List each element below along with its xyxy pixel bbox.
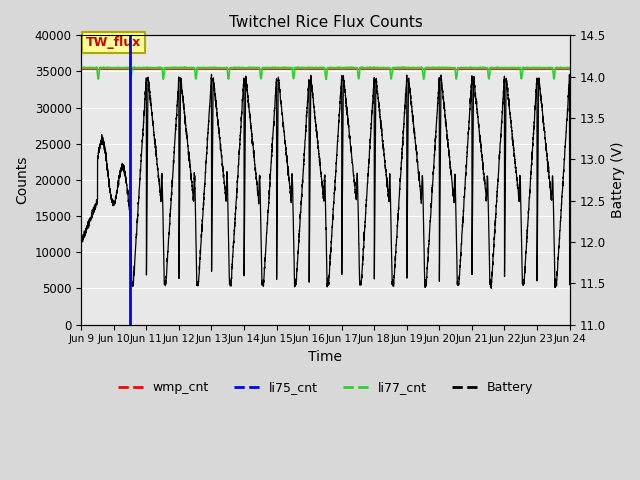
X-axis label: Time: Time (308, 350, 342, 364)
Y-axis label: Counts: Counts (15, 156, 29, 204)
Legend: wmp_cnt, li75_cnt, li77_cnt, Battery: wmp_cnt, li75_cnt, li77_cnt, Battery (113, 376, 538, 399)
Y-axis label: Battery (V): Battery (V) (611, 142, 625, 218)
Title: Twitchel Rice Flux Counts: Twitchel Rice Flux Counts (228, 15, 422, 30)
Text: TW_flux: TW_flux (86, 36, 141, 49)
